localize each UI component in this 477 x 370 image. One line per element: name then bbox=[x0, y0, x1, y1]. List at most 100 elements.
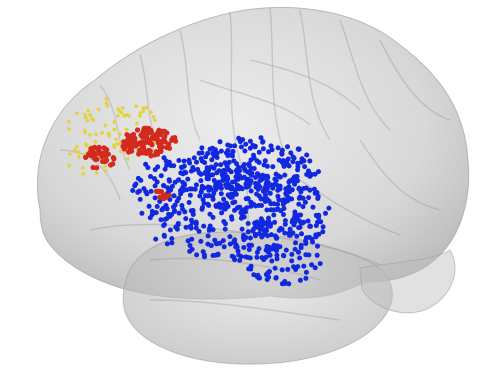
blue-point bbox=[236, 135, 242, 141]
blue-point bbox=[229, 216, 235, 222]
blue-point bbox=[218, 162, 224, 168]
yellow-point bbox=[103, 168, 108, 173]
blue-point bbox=[237, 204, 243, 210]
yellow-point bbox=[90, 116, 94, 121]
blue-point bbox=[315, 243, 320, 249]
red-point bbox=[121, 139, 127, 145]
red-point bbox=[90, 164, 96, 171]
blue-point bbox=[306, 195, 312, 201]
blue-point bbox=[240, 235, 246, 241]
blue-point bbox=[225, 176, 231, 182]
blue-point bbox=[271, 212, 277, 218]
blue-point bbox=[176, 158, 182, 163]
blue-point bbox=[245, 221, 251, 226]
red-point bbox=[87, 152, 93, 158]
blue-point bbox=[185, 238, 191, 244]
blue-point bbox=[240, 137, 246, 143]
blue-point bbox=[306, 252, 312, 258]
blue-point bbox=[317, 261, 323, 267]
blue-point bbox=[254, 191, 260, 197]
blue-point bbox=[233, 174, 239, 180]
red-point bbox=[148, 153, 154, 159]
blue-point bbox=[282, 281, 288, 286]
blue-point bbox=[289, 258, 295, 264]
red-point bbox=[160, 128, 166, 134]
blue-point bbox=[260, 146, 266, 152]
blue-point bbox=[225, 153, 231, 159]
blue-point bbox=[220, 238, 226, 244]
blue-point bbox=[219, 172, 225, 178]
yellow-point bbox=[103, 164, 107, 168]
blue-point bbox=[309, 262, 315, 268]
blue-point bbox=[275, 187, 281, 193]
blue-point bbox=[248, 188, 254, 194]
blue-point bbox=[169, 236, 175, 241]
blue-point bbox=[217, 205, 223, 210]
red-point bbox=[103, 153, 109, 159]
blue-point bbox=[308, 172, 314, 178]
blue-point bbox=[176, 210, 182, 216]
blue-point bbox=[297, 255, 303, 261]
blue-point bbox=[270, 164, 276, 170]
yellow-point bbox=[135, 121, 139, 126]
blue-point bbox=[154, 204, 160, 209]
blue-point bbox=[272, 219, 278, 225]
blue-point bbox=[302, 164, 308, 170]
yellow-point bbox=[76, 150, 81, 154]
blue-point bbox=[180, 171, 186, 177]
red-point bbox=[83, 154, 89, 160]
blue-point bbox=[232, 199, 238, 205]
blue-point bbox=[164, 162, 170, 168]
blue-point bbox=[158, 173, 164, 179]
blue-point bbox=[292, 181, 298, 187]
blue-point bbox=[202, 254, 207, 260]
blue-point bbox=[162, 233, 167, 239]
blue-point bbox=[243, 141, 249, 147]
blue-point bbox=[148, 174, 153, 179]
blue-point bbox=[183, 224, 189, 230]
blue-point bbox=[238, 185, 244, 190]
blue-point bbox=[282, 230, 288, 236]
blue-point bbox=[297, 224, 303, 230]
blue-point bbox=[286, 230, 292, 236]
blue-point bbox=[232, 240, 238, 246]
blue-point bbox=[190, 212, 196, 217]
blue-point bbox=[153, 236, 159, 242]
blue-point bbox=[143, 189, 149, 195]
blue-point bbox=[252, 231, 258, 237]
blue-point bbox=[188, 208, 194, 214]
red-point bbox=[166, 145, 173, 151]
yellow-point bbox=[105, 104, 110, 108]
yellow-point bbox=[73, 148, 77, 152]
red-point bbox=[110, 161, 116, 167]
blue-point bbox=[198, 178, 204, 184]
blue-point bbox=[300, 195, 306, 201]
blue-point bbox=[222, 226, 228, 232]
red-point bbox=[161, 196, 167, 202]
blue-point bbox=[193, 182, 199, 188]
red-point bbox=[156, 188, 162, 194]
blue-point bbox=[278, 226, 284, 231]
blue-point bbox=[281, 212, 286, 218]
blue-point bbox=[301, 186, 307, 191]
yellow-point bbox=[117, 109, 122, 113]
blue-point bbox=[218, 191, 224, 197]
blue-point bbox=[198, 156, 204, 162]
red-point bbox=[91, 155, 97, 161]
red-point bbox=[124, 132, 130, 138]
blue-point bbox=[148, 188, 154, 194]
blue-point bbox=[213, 181, 219, 187]
blue-point bbox=[242, 167, 248, 173]
blue-point bbox=[232, 188, 238, 193]
yellow-point bbox=[88, 133, 92, 137]
blue-point bbox=[320, 229, 326, 235]
yellow-point bbox=[103, 123, 108, 128]
blue-point bbox=[281, 252, 286, 258]
blue-point bbox=[251, 152, 256, 158]
blue-point bbox=[224, 204, 230, 210]
blue-point bbox=[298, 220, 304, 226]
red-point bbox=[130, 137, 136, 143]
blue-point bbox=[161, 155, 167, 161]
blue-point bbox=[191, 155, 197, 161]
blue-point bbox=[175, 221, 181, 226]
